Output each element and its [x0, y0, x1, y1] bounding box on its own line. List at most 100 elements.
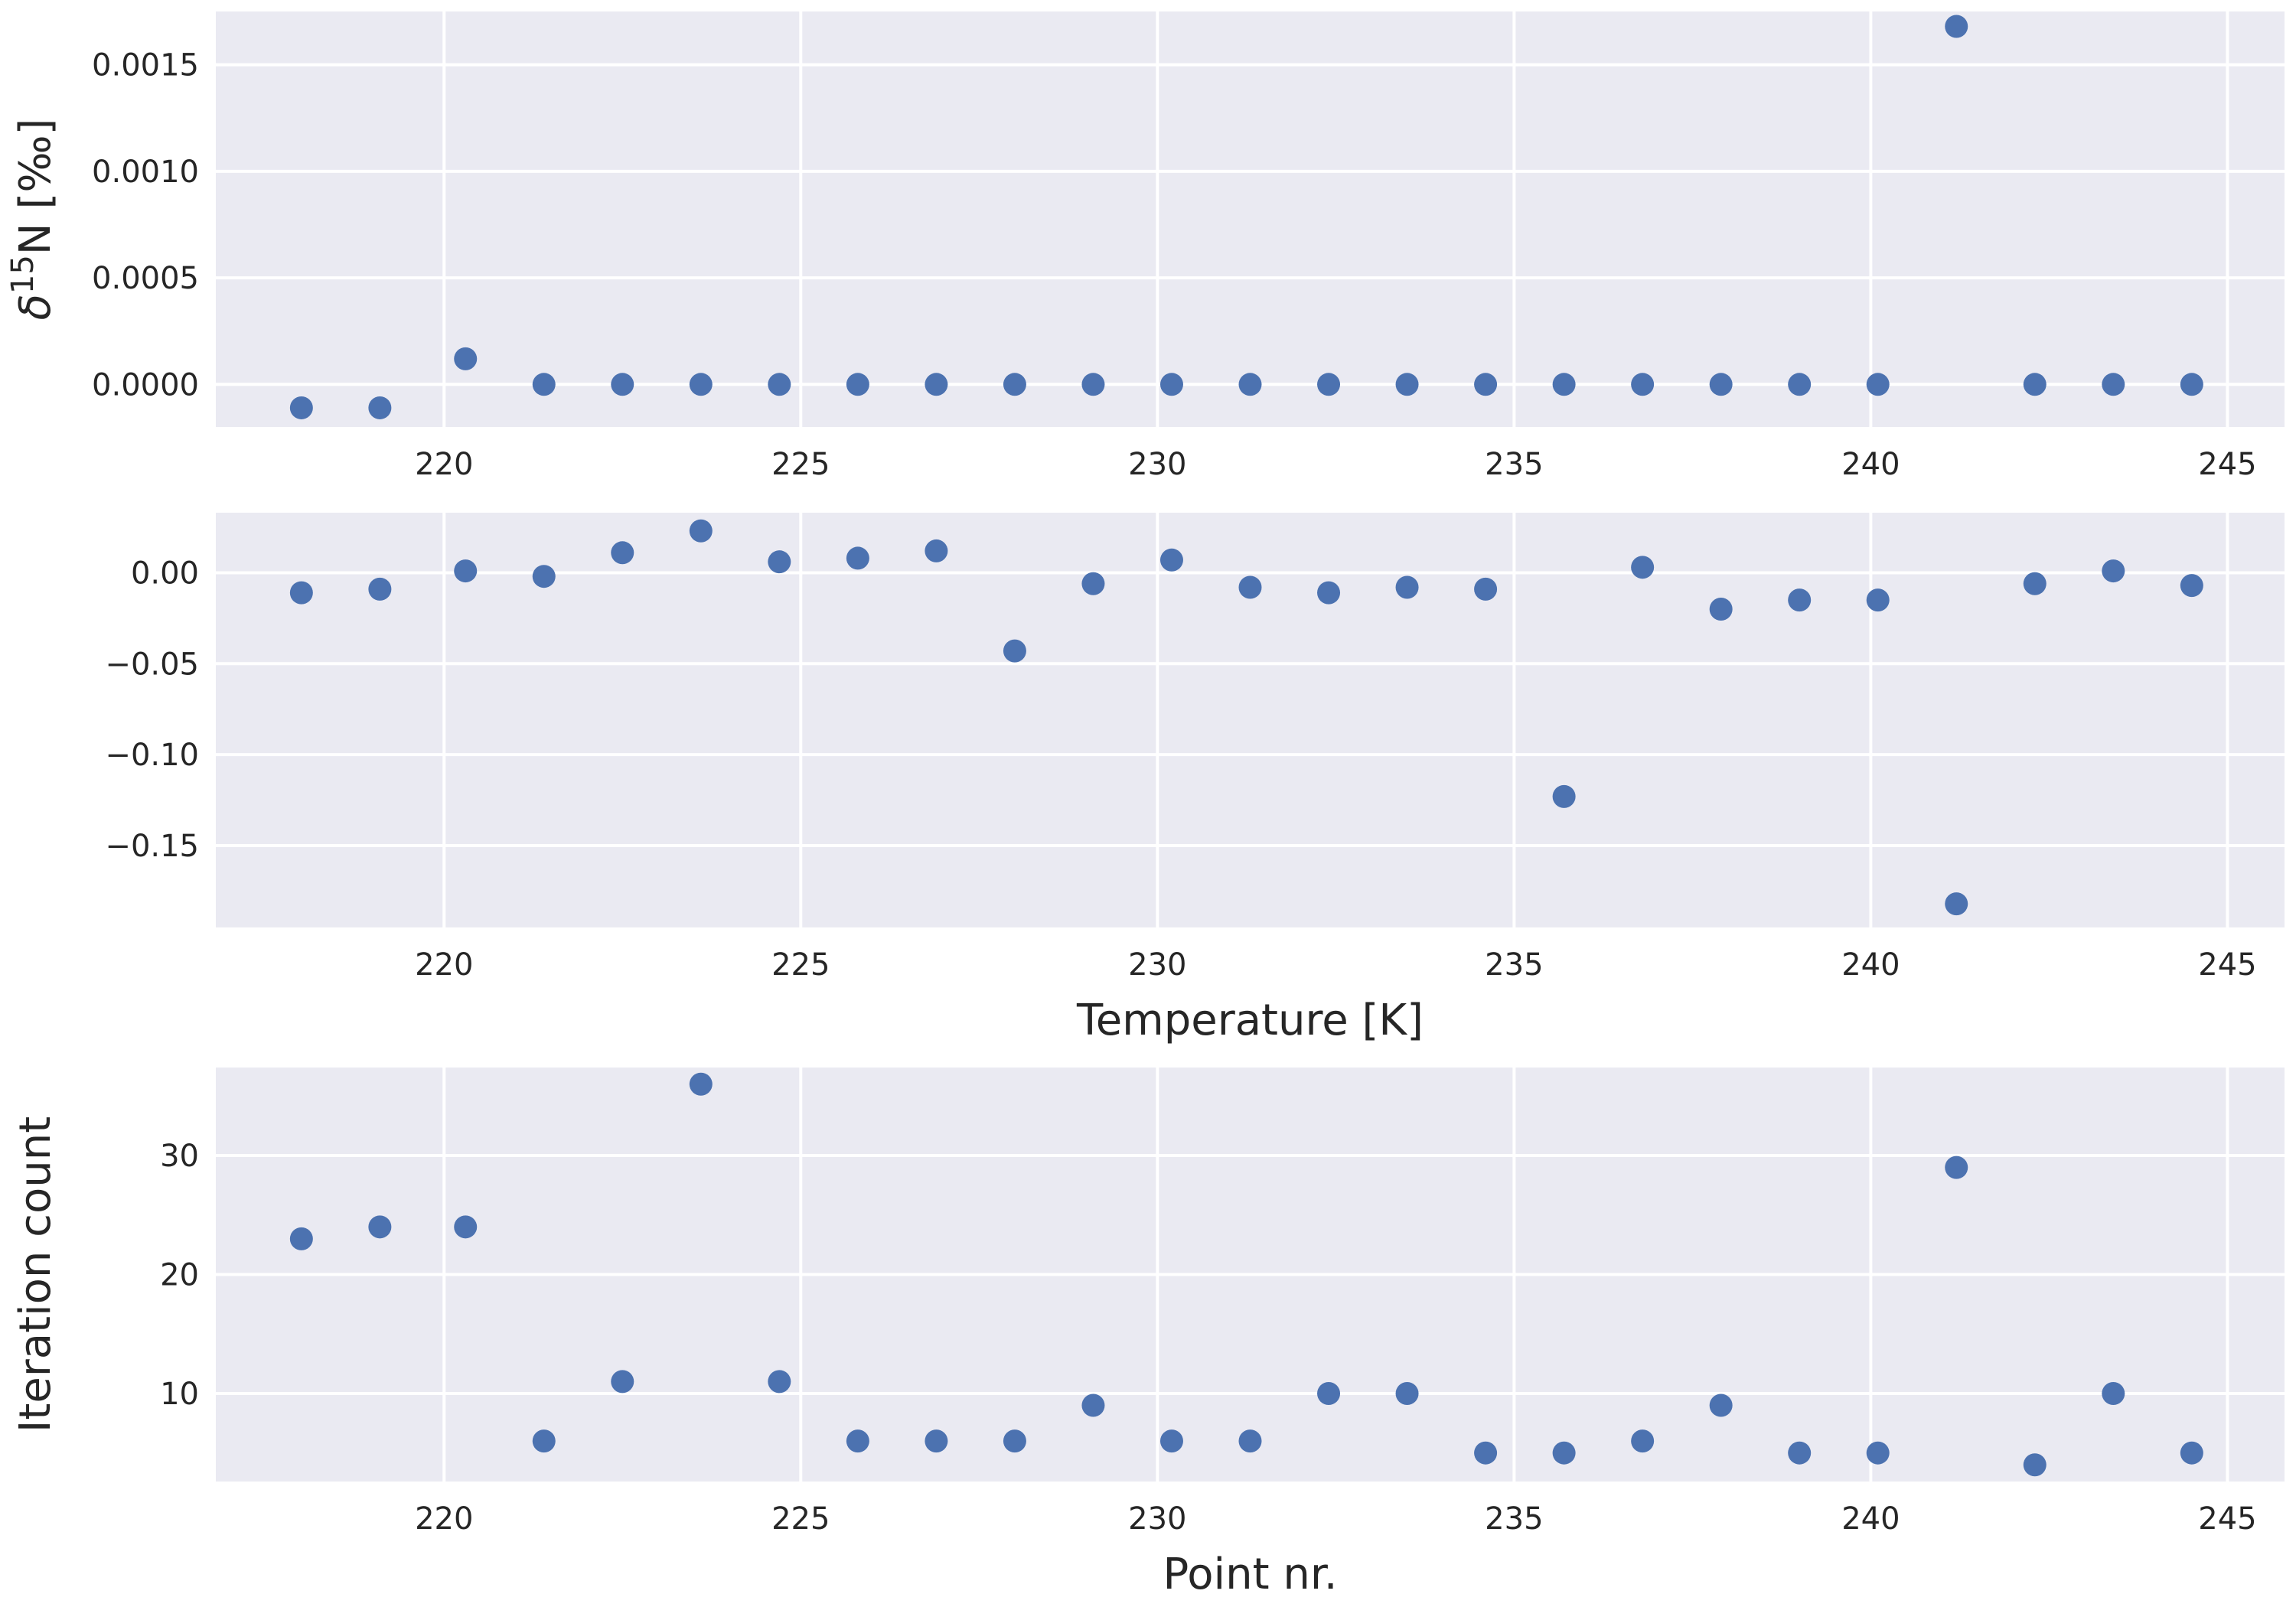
x-tick-label: 230 — [1128, 447, 1186, 482]
data-point — [2023, 373, 2047, 396]
y-axis-label: Iteration count — [11, 1116, 60, 1433]
data-point — [1395, 575, 1419, 599]
data-point — [532, 1429, 556, 1453]
y-tick-label: 0.0010 — [92, 155, 199, 190]
data-point — [454, 1215, 478, 1239]
x-tick-label: 225 — [771, 947, 830, 983]
data-point — [1159, 548, 1183, 572]
y-axis-label-superscript: 15 — [5, 255, 41, 294]
data-point — [1474, 1441, 1498, 1465]
data-point — [1552, 784, 1576, 808]
data-point — [768, 1370, 791, 1393]
data-point — [454, 347, 478, 370]
data-point — [532, 373, 556, 396]
plot-area — [216, 11, 2285, 427]
data-point — [925, 539, 948, 562]
x-tick-label: 245 — [2198, 447, 2256, 482]
subplot-top: 220 225 230 235 240 245 0.0000 0.0005 0.0010 0.00… — [5, 11, 2285, 482]
x-tick-label: 245 — [2198, 1501, 2256, 1537]
x-tick-label: 225 — [771, 447, 830, 482]
data-point — [1866, 373, 1890, 396]
data-point — [689, 373, 713, 396]
x-axis-label: Temperature [K] — [1076, 996, 1424, 1045]
data-point — [1003, 639, 1026, 663]
x-tick-label: 220 — [415, 1501, 473, 1537]
y-axis-label-symbol: δ — [11, 294, 60, 320]
data-point — [1081, 572, 1105, 595]
x-tick-label: 235 — [1485, 447, 1543, 482]
data-point — [846, 546, 869, 570]
data-point — [768, 550, 791, 574]
data-point — [1631, 556, 1655, 579]
data-point — [611, 541, 634, 565]
data-point — [1081, 1393, 1105, 1417]
data-point — [689, 1072, 713, 1096]
y-tick-label: 0.00 — [131, 556, 199, 591]
data-point — [1709, 597, 1733, 621]
data-point — [1709, 373, 1733, 396]
x-tick-label: 220 — [415, 447, 473, 482]
data-point — [611, 1370, 634, 1393]
data-point — [1395, 1381, 1419, 1405]
data-point — [1317, 581, 1341, 605]
x-tick-label: 240 — [1841, 1501, 1900, 1537]
data-point — [1317, 1381, 1341, 1405]
data-point — [1474, 373, 1498, 396]
data-point — [2102, 1381, 2125, 1405]
data-point — [289, 581, 313, 605]
data-point — [1709, 1393, 1733, 1417]
data-point — [2180, 574, 2203, 598]
y-tick-label: 0.0015 — [92, 48, 199, 83]
x-tick-label: 235 — [1485, 1501, 1543, 1537]
data-point — [2102, 559, 2125, 583]
y-tick-label: 30 — [160, 1139, 199, 1174]
data-point — [1552, 373, 1576, 396]
data-point — [1788, 1441, 1812, 1465]
data-point — [1945, 1156, 1968, 1179]
data-point — [1945, 15, 1968, 38]
y-axis-label-text: N [‰] — [11, 119, 60, 256]
data-point — [1081, 373, 1105, 396]
data-point — [1003, 1429, 1026, 1453]
subplot-bottom: 220 225 230 235 240 245 10 20 30 Point nr. Iterati… — [11, 1068, 2285, 1599]
data-point — [925, 373, 948, 396]
x-tick-label: 240 — [1841, 447, 1900, 482]
data-point — [1631, 373, 1655, 396]
x-tick-label: 235 — [1485, 947, 1543, 983]
y-tick-label: −0.10 — [105, 738, 199, 773]
data-point — [289, 1227, 313, 1250]
data-point — [846, 1429, 869, 1453]
data-point — [1631, 1429, 1655, 1453]
data-point — [1552, 1441, 1576, 1465]
y-tick-label: 20 — [160, 1258, 199, 1293]
data-point — [368, 1215, 392, 1239]
data-point — [1238, 1429, 1262, 1453]
x-tick-label: 230 — [1128, 1501, 1186, 1537]
data-point — [611, 373, 634, 396]
data-point — [289, 396, 313, 419]
x-tick-label: 225 — [771, 1501, 830, 1537]
y-tick-label: 0.0005 — [92, 261, 199, 296]
data-point — [689, 519, 713, 543]
y-tick-label: −0.15 — [105, 829, 199, 864]
data-point — [1788, 373, 1812, 396]
data-point — [1159, 373, 1183, 396]
data-point — [532, 565, 556, 588]
data-point — [2180, 1441, 2203, 1465]
data-point — [2023, 1453, 2047, 1477]
data-point — [1788, 588, 1812, 612]
data-point — [768, 373, 791, 396]
subplot-middle: 220 225 230 235 240 245 0.00 −0.05 −0.10 −0.15 Tem… — [105, 513, 2285, 1045]
y-tick-label: −0.05 — [105, 647, 199, 682]
data-point — [1866, 588, 1890, 612]
data-point — [454, 559, 478, 583]
x-tick-label: 245 — [2198, 947, 2256, 983]
data-point — [1317, 373, 1341, 396]
x-tick-label: 230 — [1128, 947, 1186, 983]
data-point — [846, 373, 869, 396]
y-axis-label: δ15N [‰] — [5, 119, 60, 321]
data-point — [1945, 892, 1968, 916]
x-tick-label: 220 — [415, 947, 473, 983]
data-point — [2023, 572, 2047, 595]
data-point — [368, 396, 392, 419]
